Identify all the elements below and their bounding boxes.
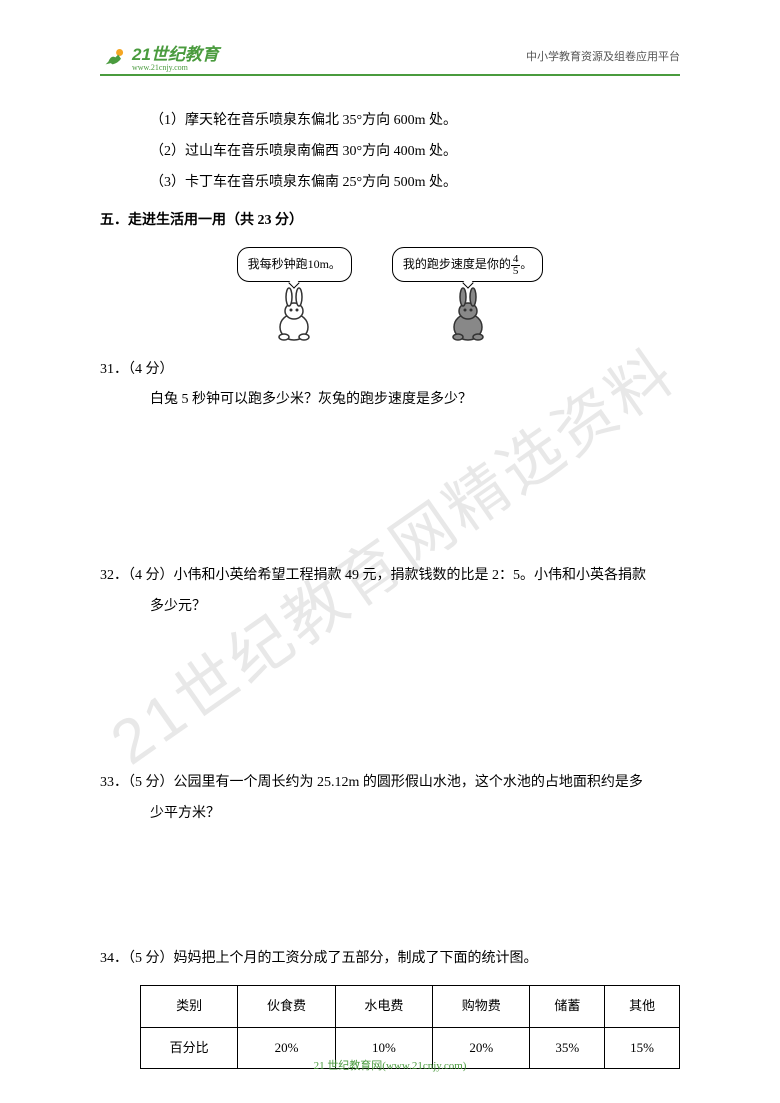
page-footer: 21 世纪教育网(www.21cnjy.com): [0, 1057, 780, 1073]
q31-number: 31．: [100, 362, 128, 377]
white-rabbit-icon: [264, 285, 324, 345]
logo-text-block: 21世纪教育 www.21cnjy.com: [132, 40, 219, 72]
q32-text-line1: 小伟和小英给希望工程捐款 49 元，捐款钱数的比是 2：5。小伟和小英各捐款: [174, 568, 647, 583]
table-header-cell: 水电费: [335, 986, 432, 1028]
section-5-title: 五．走进生活用一用（共 23 分）: [100, 206, 680, 237]
white-rabbit-speech-text: 我每秒钟跑10m。: [248, 257, 341, 271]
question-32: 32．（4 分）小伟和小英给希望工程捐款 49 元，捐款钱数的比是 2：5。小伟…: [100, 561, 680, 592]
q34-number: 34．: [100, 951, 128, 966]
question-34: 34．（5 分）妈妈把上个月的工资分成了五部分，制成了下面的统计图。: [100, 944, 680, 975]
rabbits-illustration: 我每秒钟跑10m。 我的跑步速度是你的45。: [100, 247, 680, 344]
answer-gap: [100, 623, 680, 763]
q33-points: （5 分）: [128, 775, 174, 790]
table-header-cell: 类别: [141, 986, 238, 1028]
table-header-cell: 购物费: [433, 986, 530, 1028]
grey-rabbit-speech: 我的跑步速度是你的45。: [392, 247, 544, 281]
q31-points: （4 分）: [128, 362, 174, 377]
table-header-cell: 储蓄: [530, 986, 605, 1028]
grey-rabbit-icon: [438, 285, 498, 345]
question-33: 33．（5 分）公园里有一个周长约为 25.12m 的圆形假山水池，这个水池的占…: [100, 768, 680, 799]
q34-points: （5 分）: [128, 951, 174, 966]
white-rabbit-group: 我每秒钟跑10m。: [237, 247, 352, 344]
grey-rabbit-speech-prefix: 我的跑步速度是你的: [403, 257, 511, 271]
header-right-text: 中小学教育资源及组卷应用平台: [526, 48, 680, 64]
logo-icon: [100, 42, 128, 70]
page-container: 21世纪教育 www.21cnjy.com 中小学教育资源及组卷应用平台 （1）…: [0, 0, 780, 1103]
table-header-cell: 其他: [605, 986, 680, 1028]
q33-text-line2: 少平方米？: [100, 799, 680, 830]
answer-gap: [100, 416, 680, 556]
question-31: 31．（4 分）: [100, 355, 680, 386]
q33-number: 33．: [100, 775, 128, 790]
fraction-4-5: 45: [511, 254, 521, 277]
q34-text: 妈妈把上个月的工资分成了五部分，制成了下面的统计图。: [174, 951, 538, 966]
content-area: （1）摩天轮在音乐喷泉东偏北 35°方向 600m 处。 （2）过山车在音乐喷泉…: [100, 106, 680, 1069]
q33-text-line1: 公园里有一个周长约为 25.12m 的圆形假山水池，这个水池的占地面积约是多: [174, 775, 643, 790]
fraction-denominator: 5: [511, 266, 521, 277]
q32-points: （4 分）: [128, 568, 174, 583]
q32-text-line2: 多少元？: [100, 592, 680, 623]
logo-block: 21世纪教育 www.21cnjy.com: [100, 40, 219, 72]
table-header-cell: 伙食费: [238, 986, 335, 1028]
logo-brand-text: 21世纪教育: [132, 40, 219, 65]
answer-gap: [100, 829, 680, 939]
sub-item-1: （1）摩天轮在音乐喷泉东偏北 35°方向 600m 处。: [100, 106, 680, 137]
q31-text: 白兔 5 秒钟可以跑多少米？灰兔的跑步速度是多少？: [100, 385, 680, 416]
q32-number: 32．: [100, 568, 128, 583]
grey-rabbit-group: 我的跑步速度是你的45。: [392, 247, 544, 344]
sub-item-2: （2）过山车在音乐喷泉南偏西 30°方向 400m 处。: [100, 137, 680, 168]
grey-rabbit-speech-suffix: 。: [520, 257, 532, 271]
table-header-row: 类别 伙食费 水电费 购物费 储蓄 其他: [141, 986, 680, 1028]
page-header: 21世纪教育 www.21cnjy.com 中小学教育资源及组卷应用平台: [100, 40, 680, 76]
sub-item-3: （3）卡丁车在音乐喷泉东偏南 25°方向 500m 处。: [100, 168, 680, 199]
white-rabbit-speech: 我每秒钟跑10m。: [237, 247, 352, 281]
